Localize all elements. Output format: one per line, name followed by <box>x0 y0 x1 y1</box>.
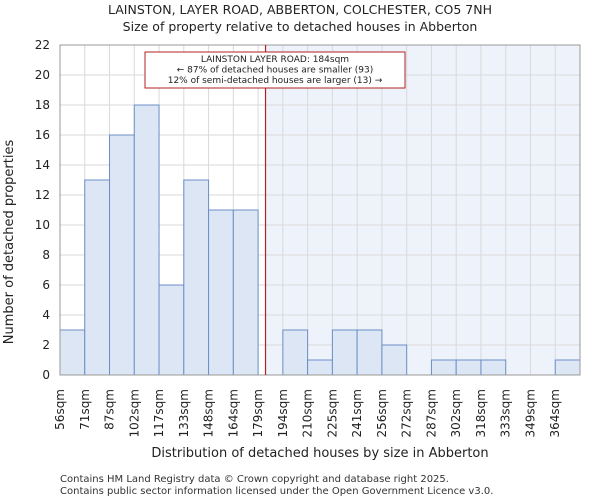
x-tick-label: 272sqm <box>400 389 414 437</box>
y-tick-label: 16 <box>35 128 50 142</box>
bar-56sqm <box>59 329 86 376</box>
bar-287sqm <box>430 359 457 376</box>
x-tick-label: 71sqm <box>78 389 92 430</box>
plot-frame <box>59 44 581 376</box>
x-tick-label: 333sqm <box>499 389 513 437</box>
x-tick-label: 318sqm <box>474 389 488 437</box>
x-tick-label: 179sqm <box>251 389 265 437</box>
y-tick-label: 18 <box>35 98 50 112</box>
y-tick-label: 22 <box>35 38 50 52</box>
footer-line-1: Contains HM Land Registry data © Crown c… <box>60 474 449 485</box>
x-tick-label: 194sqm <box>276 389 290 437</box>
y-tick-label: 4 <box>42 308 50 322</box>
x-tick-label: 148sqm <box>202 389 216 437</box>
y-tick-label: 0 <box>42 368 50 382</box>
y-axis-label: Number of detached properties <box>2 140 17 345</box>
bar-148sqm <box>208 209 234 376</box>
x-tick-label: 87sqm <box>103 389 117 430</box>
bar-164sqm <box>232 209 259 376</box>
x-tick-label: 133sqm <box>177 389 191 437</box>
x-tick-label: 349sqm <box>523 389 537 437</box>
y-tick-label: 20 <box>35 68 50 82</box>
bar-210sqm <box>307 359 333 376</box>
bar-87sqm <box>109 134 135 376</box>
bar-302sqm <box>455 359 482 376</box>
y-tick-label: 14 <box>35 158 50 172</box>
larger-region-shading <box>265 45 580 375</box>
x-tick-label: 102sqm <box>127 389 141 437</box>
footer-line-2: Contains public sector information licen… <box>60 486 493 497</box>
bar-241sqm <box>356 329 383 376</box>
annotation-box <box>144 51 406 89</box>
bar-71sqm <box>84 179 111 376</box>
x-tick-label: 225sqm <box>325 389 339 437</box>
bar-256sqm <box>381 344 408 376</box>
x-tick-label: 164sqm <box>226 389 240 437</box>
x-tick-label: 256sqm <box>375 389 389 437</box>
bar-318sqm <box>480 359 507 376</box>
y-tick-label: 12 <box>35 188 50 202</box>
annotation-line-3: 12% of semi-detached houses are larger (… <box>168 76 383 86</box>
annotation-line-2: ← 87% of detached houses are smaller (93… <box>177 66 374 76</box>
bar-225sqm <box>331 329 358 376</box>
bar-102sqm <box>133 104 160 376</box>
bar-117sqm <box>158 284 185 376</box>
x-tick-label: 287sqm <box>424 389 438 437</box>
x-tick-label: 117sqm <box>152 389 166 437</box>
bar-133sqm <box>183 179 210 376</box>
x-tick-label: 241sqm <box>350 389 364 437</box>
y-tick-label: 10 <box>35 218 50 232</box>
bar-364sqm <box>554 359 581 376</box>
chart-title: LAINSTON, LAYER ROAD, ABBERTON, COLCHEST… <box>108 2 492 17</box>
x-tick-label: 56sqm <box>53 389 67 430</box>
x-axis-label: Distribution of detached houses by size … <box>151 446 488 461</box>
bar-194sqm <box>282 329 309 376</box>
x-tick-label: 364sqm <box>548 389 562 437</box>
plot-area: 0 2 4 6 8 10 12 14 16 18 20 22 56sqm 71sqm 87sqm 102sqm… <box>35 38 581 437</box>
y-tick-label: 2 <box>42 338 50 352</box>
y-tick-label: 8 <box>42 248 50 262</box>
x-tick-label: 210sqm <box>301 389 315 437</box>
chart-subtitle: Size of property relative to detached ho… <box>123 19 478 34</box>
y-tick-label: 6 <box>42 278 50 292</box>
x-tick-label: 302sqm <box>449 389 463 437</box>
annotation-line-1: LAINSTON LAYER ROAD: 184sqm <box>201 55 349 65</box>
